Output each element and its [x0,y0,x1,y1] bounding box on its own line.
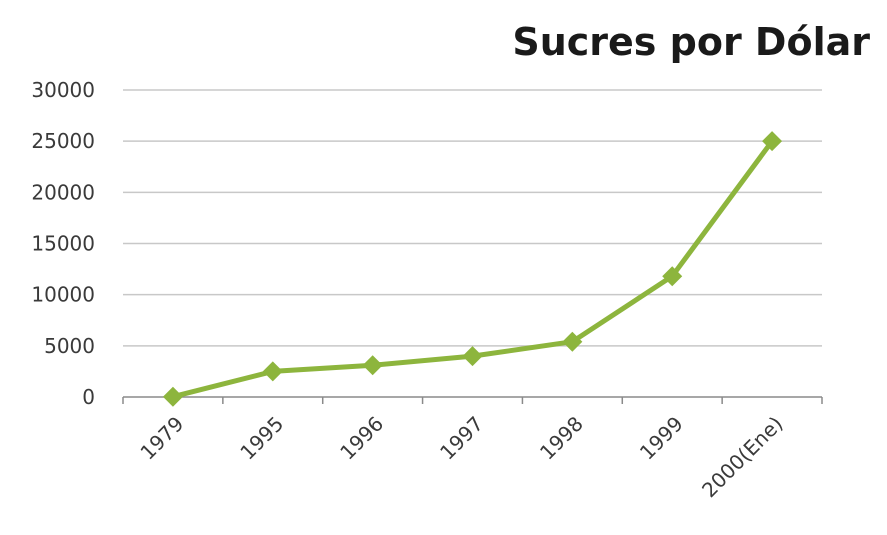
y-tick-label-5000: 5000 [44,334,95,358]
x-tick-label-1998: 1998 [535,412,588,465]
x-axis [122,396,823,404]
data-point-1999 [662,266,683,287]
data-point-2000(Ene) [762,131,783,152]
data-point-1995 [262,361,283,382]
chart-title: Sucres por Dólar [512,20,870,64]
x-tick-label-1996: 1996 [335,412,388,465]
series-group [162,131,783,407]
data-point-1996 [362,355,383,376]
x-tick-label-1997: 1997 [435,412,488,465]
y-tick-label-15000: 15000 [31,232,95,256]
data-point-1998 [562,331,583,352]
x-axis-tick-labels: 1979 1995 1996 1997 1998 1999 2000(Ene) [135,412,787,503]
y-axis-tick-labels: 0 5000 10000 15000 20000 25000 30000 [31,78,95,409]
y-tick-label-0: 0 [82,385,95,409]
y-tick-label-25000: 25000 [31,129,95,153]
y-tick-label-30000: 30000 [31,78,95,102]
data-point-1997 [462,346,483,367]
x-tick-label-1995: 1995 [235,412,288,465]
y-tick-label-20000: 20000 [31,180,95,204]
x-tick-label-2000(Ene): 2000(Ene) [697,412,788,503]
data-point-1979 [162,386,183,407]
x-tick-label-1979: 1979 [135,412,188,465]
gridlines [123,89,822,347]
x-tick-label-1999: 1999 [635,412,688,465]
y-tick-label-10000: 10000 [31,283,95,307]
